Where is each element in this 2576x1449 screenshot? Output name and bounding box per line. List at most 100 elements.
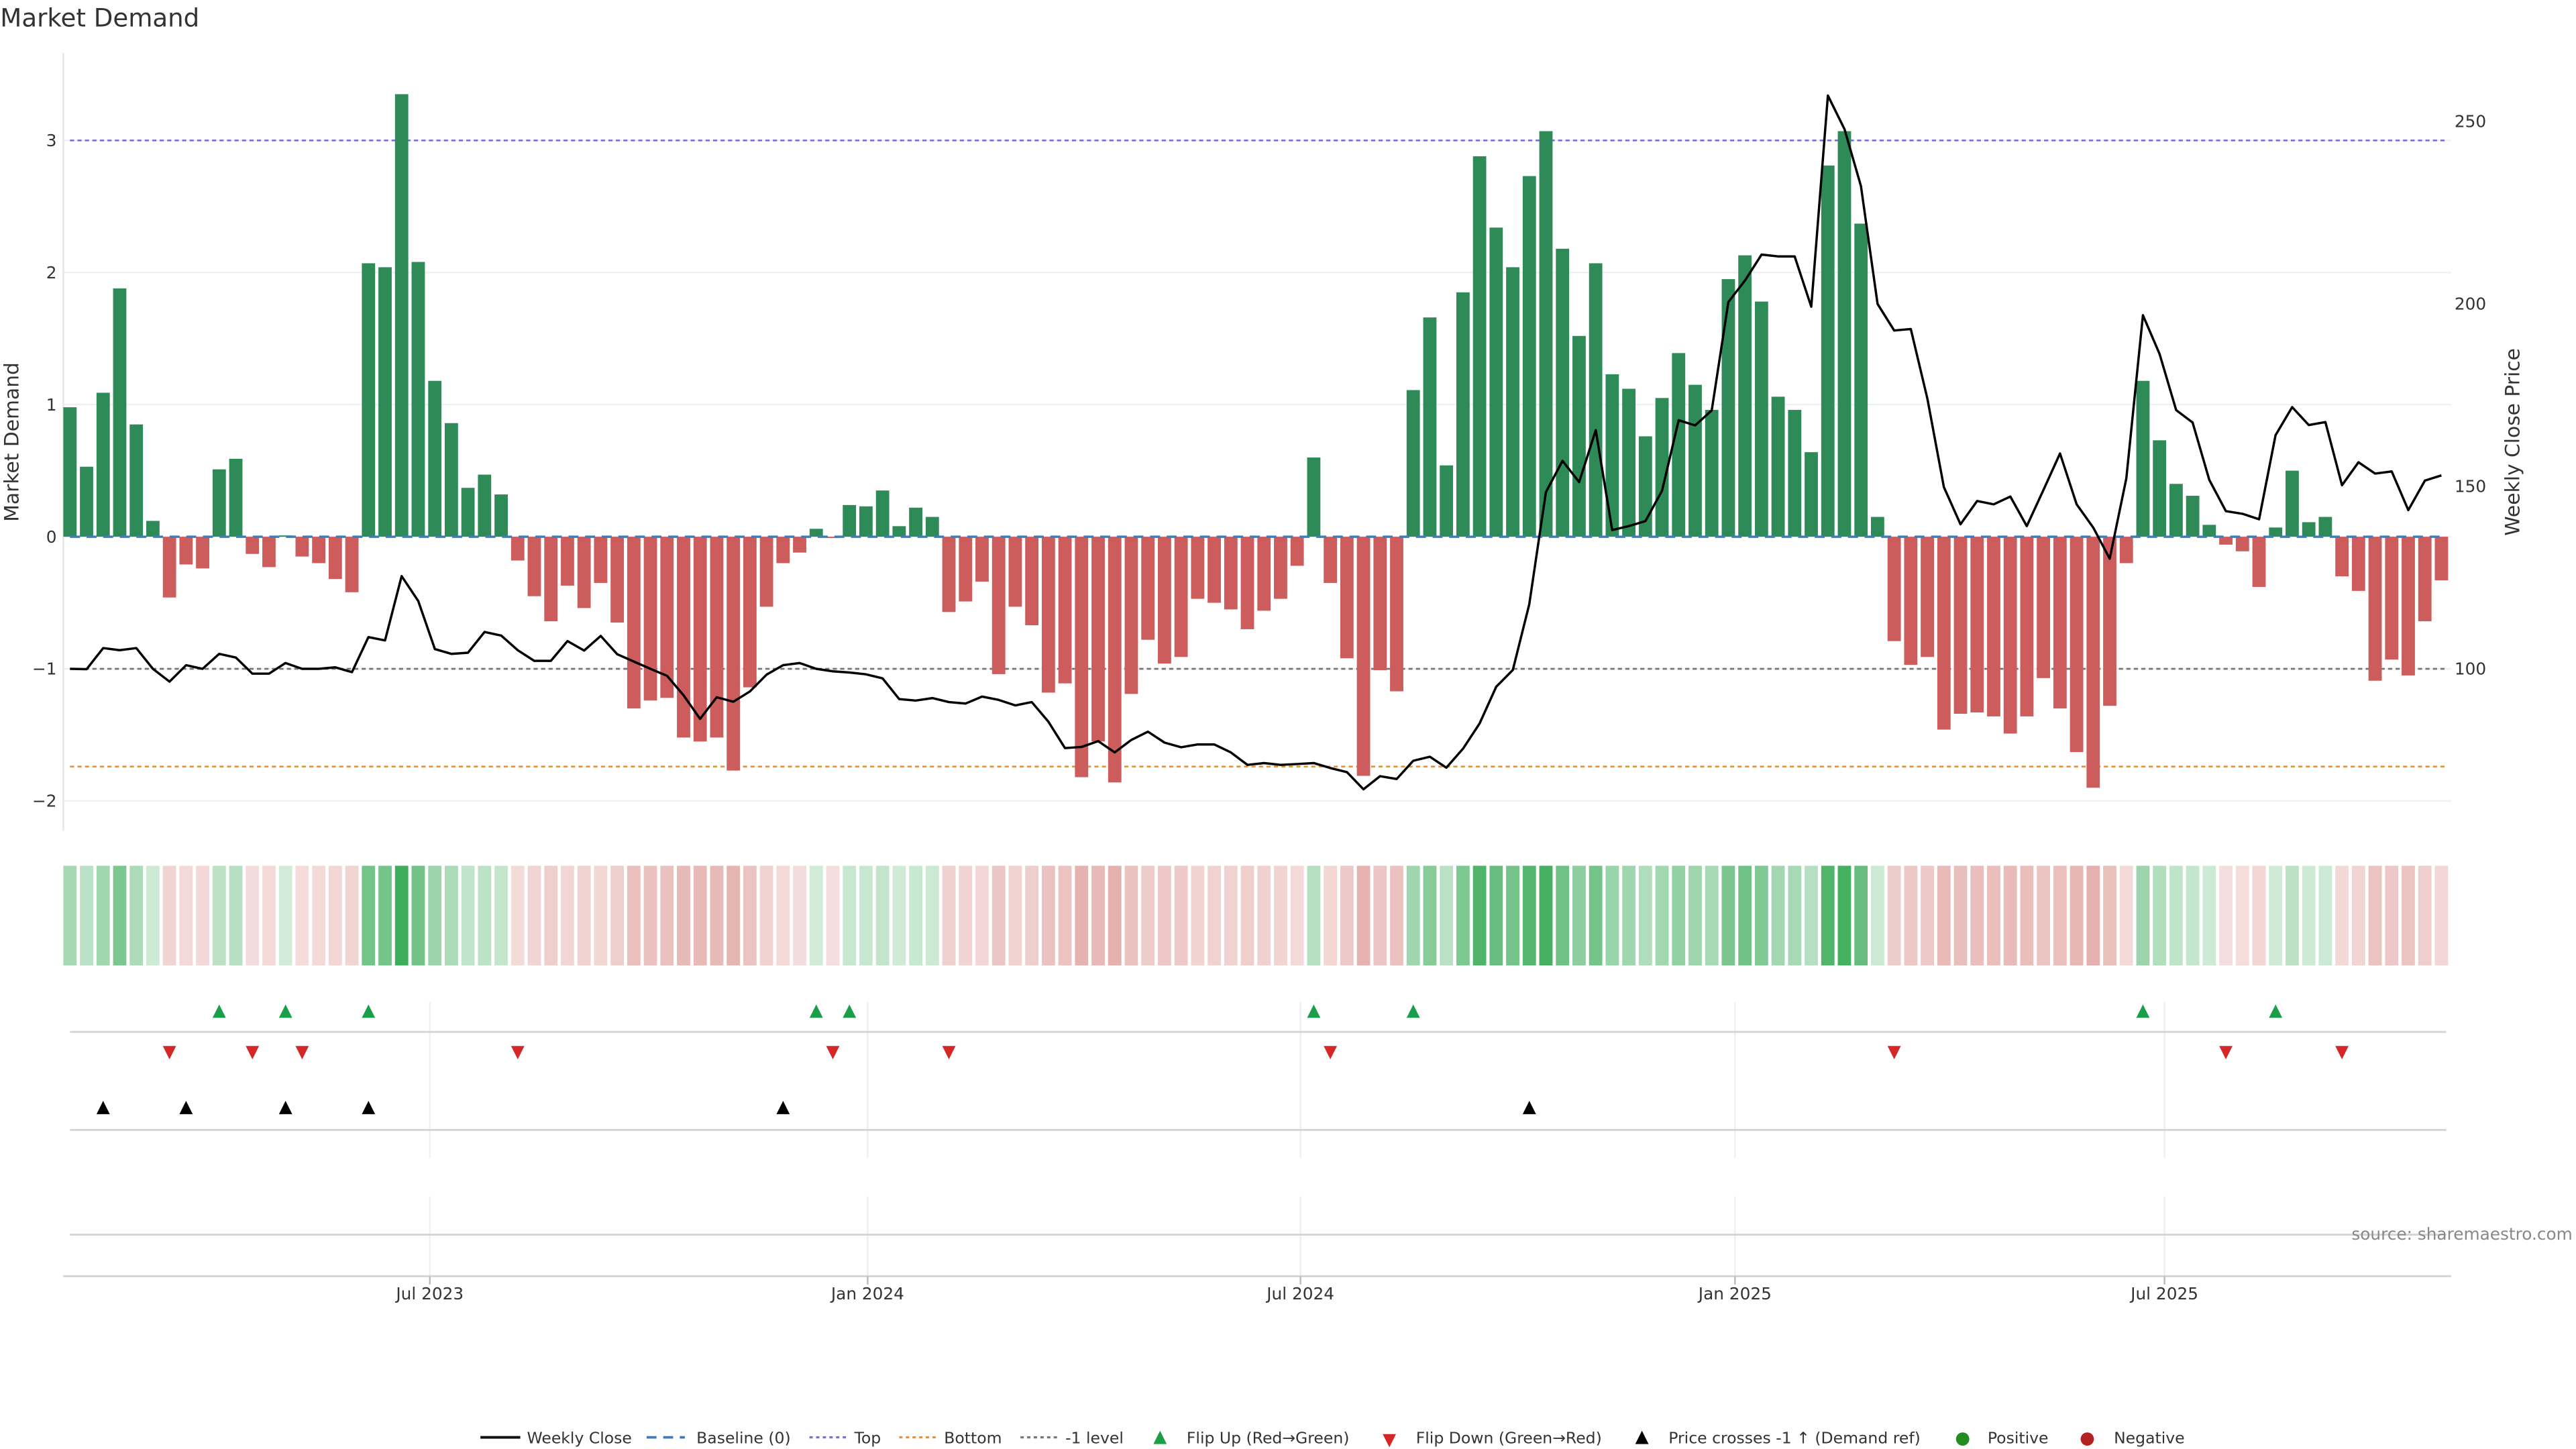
negative-demand-bar — [1324, 537, 1338, 584]
heatmap-cell-negative — [196, 865, 209, 966]
heatmap-cell-negative — [1124, 865, 1138, 966]
legend-item-minus1-level[interactable]: -1 level — [1020, 1428, 1124, 1447]
price-cross-marker — [1522, 1101, 1536, 1114]
positive-demand-bar — [362, 263, 376, 537]
heatmap-cell-positive — [1672, 865, 1686, 966]
negative-demand-bar — [2020, 537, 2034, 716]
positive-demand-bar — [461, 488, 475, 537]
heatmap-cell-positive — [378, 865, 392, 966]
negative-demand-bar — [1174, 537, 1188, 657]
positive-demand-bar — [378, 267, 392, 537]
legend-item-weekly-close[interactable]: Weekly Close — [480, 1428, 632, 1447]
negative-demand-bar — [179, 537, 193, 565]
negative-demand-bar — [1373, 537, 1387, 670]
legend-item-top[interactable]: Top — [809, 1428, 881, 1447]
positive-demand-bar — [859, 506, 873, 537]
price-cross-marker — [96, 1101, 110, 1114]
heatmap-cell-positive — [113, 865, 127, 966]
legend-item-positive[interactable]: Positive — [1955, 1428, 2049, 1447]
y2-tick-label: 150 — [2455, 477, 2486, 496]
heatmap-cell-negative — [759, 865, 773, 966]
legend-item-bottom[interactable]: Bottom — [899, 1428, 1002, 1447]
flip-up-marker — [809, 1004, 823, 1018]
positive-demand-bar — [1440, 465, 1454, 537]
heatmap-cell-negative — [610, 865, 625, 966]
heatmap-cell-negative — [179, 865, 193, 966]
negative-demand-bar — [677, 537, 690, 738]
price-cross-marker — [362, 1101, 376, 1114]
heatmap-cell-negative — [1141, 865, 1155, 966]
negative-demand-bar — [991, 537, 1006, 674]
heatmap-cell-negative — [1257, 865, 1271, 966]
heatmap-cell-positive — [229, 865, 243, 966]
heatmap-cell-positive — [362, 865, 376, 966]
legend-item-price-cross[interactable]: Price crosses -1 ↑ (Demand ref) — [1635, 1428, 1921, 1447]
heatmap-cell-positive — [2202, 865, 2216, 966]
negative-demand-bar — [2070, 537, 2084, 753]
heatmap-cell-positive — [494, 865, 508, 966]
negative-demand-bar — [1091, 537, 1105, 742]
heatmap-cell-positive — [1572, 865, 1586, 966]
heatmap-cell-positive — [2153, 865, 2167, 966]
heatmap-cell-negative — [1324, 865, 1338, 966]
heatmap-cell-negative — [1987, 865, 2000, 966]
negative-demand-bar — [1008, 537, 1022, 607]
heatmap-cell-positive — [2169, 865, 2183, 966]
positive-demand-bar — [1589, 263, 1603, 537]
y2-axis-ticks: 250 200 150 100 — [2455, 112, 2486, 679]
positive-demand-bar — [1688, 384, 1702, 537]
heatmap-cell-negative — [2368, 865, 2382, 966]
positive-demand-bar — [212, 469, 226, 537]
legend-item-flip-up[interactable]: Flip Up (Red→Green) — [1153, 1428, 1349, 1447]
negative-demand-bar — [1274, 537, 1287, 599]
heatmap-cell-positive — [843, 865, 857, 966]
negative-demand-bar — [561, 537, 574, 586]
negative-demand-bar — [1224, 537, 1238, 610]
x-tick-label: Jul 2025 — [2129, 1284, 2198, 1303]
negative-demand-bar — [975, 537, 989, 582]
heatmap-cell-positive — [1754, 865, 1768, 966]
source-label: source: sharemaestro.com — [2351, 1224, 2572, 1244]
legend-item-negative[interactable]: Negative — [2080, 1428, 2185, 1447]
positive-demand-bar — [2186, 496, 2200, 537]
heatmap-cell-negative — [1356, 865, 1371, 966]
x-tick-label: Jan 2025 — [1697, 1284, 1772, 1303]
heatmap-cell-negative — [295, 865, 309, 966]
heatmap-cell-negative — [975, 865, 989, 966]
heatmap-cell-positive — [1522, 865, 1536, 966]
heatmap-cell-positive — [1788, 865, 1802, 966]
legend-item-baseline[interactable]: Baseline (0) — [646, 1428, 791, 1447]
heatmap-cell-negative — [1340, 865, 1354, 966]
positive-demand-bar — [875, 490, 890, 537]
legend-label: Negative — [2114, 1428, 2185, 1447]
positive-demand-bar — [2269, 527, 2283, 537]
negative-demand-bar — [1041, 537, 1055, 693]
heatmap-cell-negative — [246, 865, 260, 966]
heatmap-cell-negative — [2003, 865, 2017, 966]
positive-demand-bar — [2169, 484, 2183, 537]
positive-demand-bar — [2136, 380, 2150, 537]
heatmap-cell-negative — [594, 865, 608, 966]
positive-demand-bar — [1423, 317, 1437, 537]
heatmap-cell-negative — [527, 865, 541, 966]
positive-demand-bar — [1672, 353, 1686, 537]
negative-demand-bar — [312, 537, 326, 564]
negative-demand-bar — [727, 537, 741, 771]
heatmap-cell-negative — [1174, 865, 1188, 966]
heatmap-cell-positive — [1771, 865, 1785, 966]
price-cross-marker — [179, 1101, 193, 1114]
legend-label: Bottom — [944, 1428, 1002, 1447]
positive-demand-bar — [1522, 176, 1536, 537]
positive-demand-bar — [809, 529, 823, 537]
positive-demand-bar — [478, 474, 492, 537]
heatmap-cell-negative — [1191, 865, 1205, 966]
y-tick-label: 3 — [46, 131, 57, 150]
heatmap-cell-positive — [1854, 865, 1868, 966]
legend-item-flip-down[interactable]: Flip Down (Green→Red) — [1383, 1428, 1602, 1448]
heatmap-cell-negative — [2402, 865, 2415, 966]
heatmap-cell-negative — [1157, 865, 1171, 966]
negative-demand-bar — [793, 537, 806, 553]
legend: Weekly Close Baseline (0) Top Bottom -1 … — [480, 1428, 2185, 1448]
negative-demand-bar — [2003, 537, 2017, 734]
